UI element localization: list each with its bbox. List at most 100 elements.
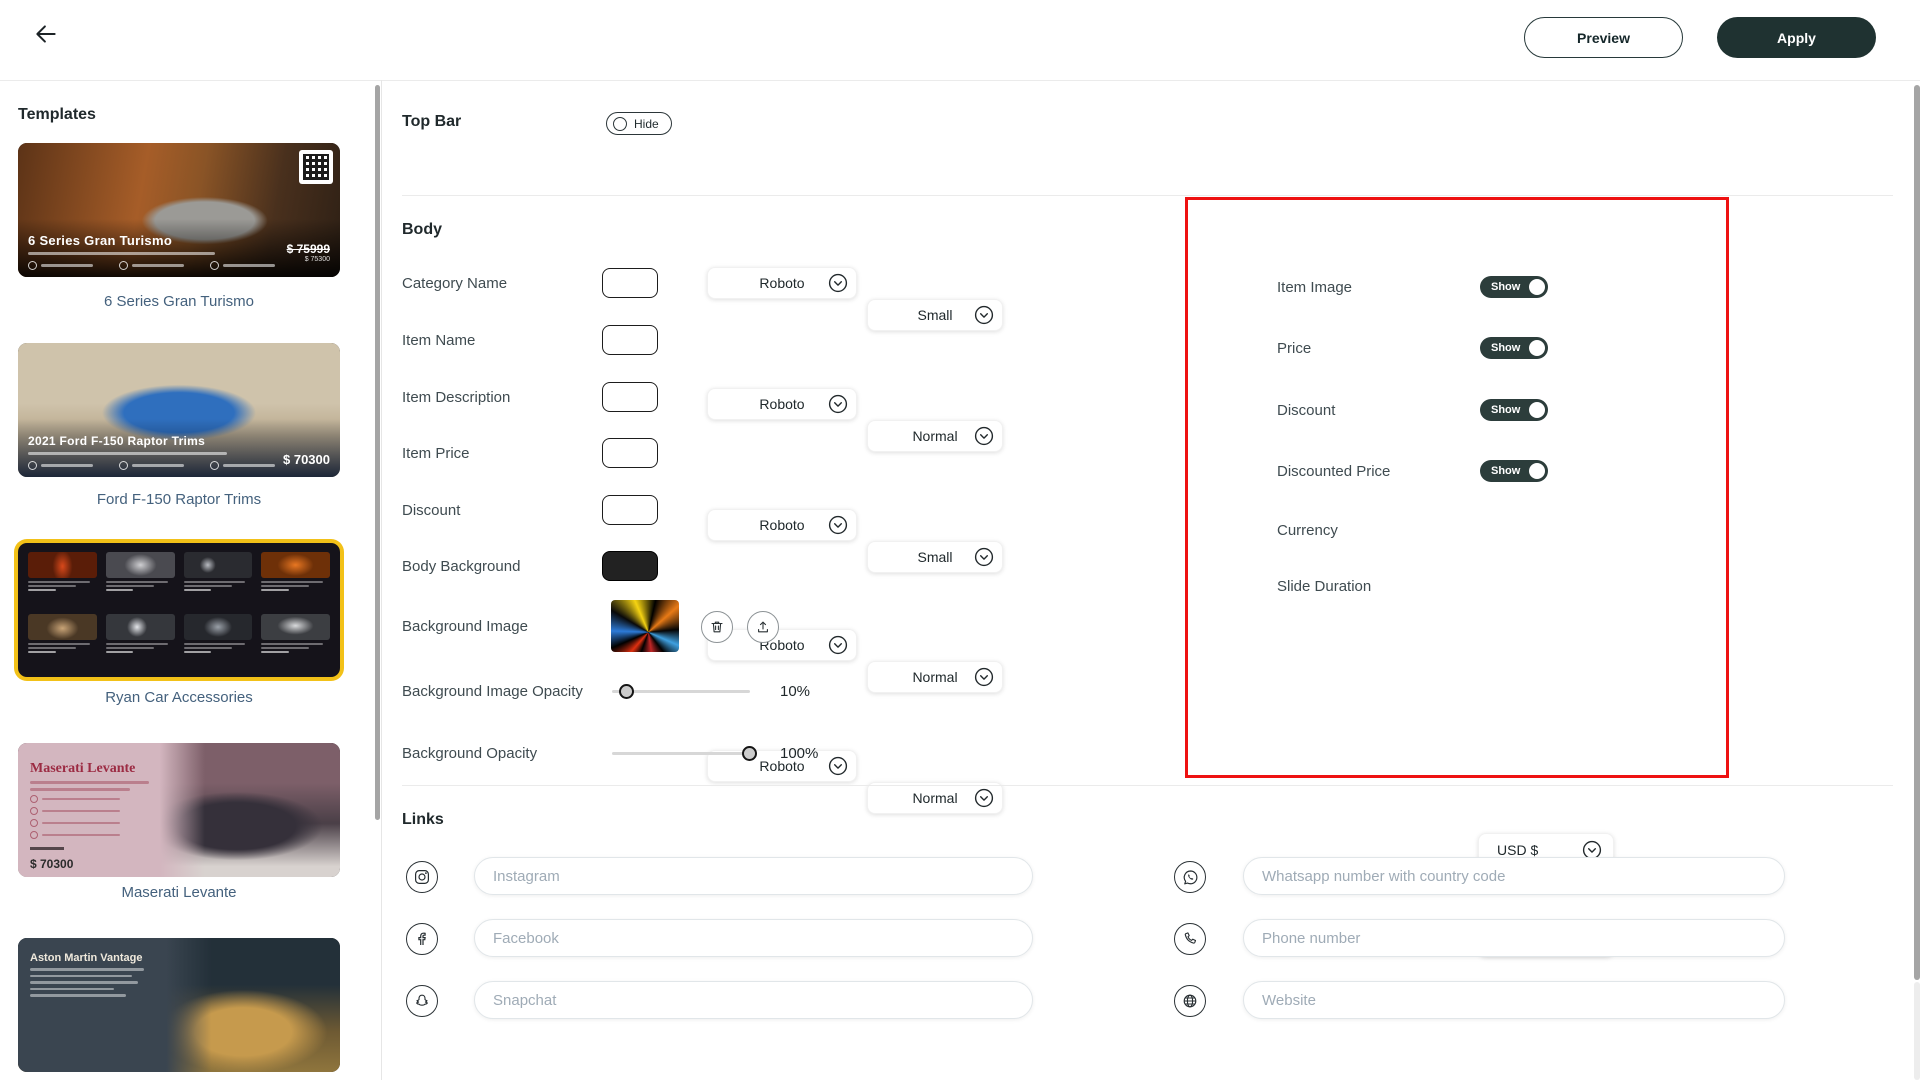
page-scrollbar-track[interactable] bbox=[1914, 982, 1920, 1080]
accessory-cell bbox=[105, 552, 175, 607]
background-image-opacity-slider-track[interactable] bbox=[612, 690, 750, 693]
background-image-label: Background Image bbox=[402, 617, 528, 635]
accessory-cell bbox=[105, 613, 175, 669]
decor-line bbox=[30, 968, 144, 971]
links-heading: Links bbox=[402, 811, 444, 828]
globe-icon bbox=[1174, 985, 1206, 1017]
item-price-font-select[interactable]: Roboto bbox=[707, 629, 857, 661]
header-divider bbox=[0, 80, 1920, 81]
template-card-ford[interactable]: 2021 Ford F-150 Raptor Trims $ 70300 bbox=[18, 343, 340, 477]
background-image-thumbnail[interactable] bbox=[611, 600, 679, 652]
page-scrollbar[interactable] bbox=[1914, 85, 1920, 980]
currency-value: USD $ bbox=[1497, 842, 1539, 858]
decor-line bbox=[132, 464, 184, 467]
item-description-color-swatch[interactable] bbox=[602, 382, 658, 412]
instagram-icon bbox=[406, 861, 438, 893]
facebook-input[interactable] bbox=[474, 919, 1033, 957]
template-card-aston-martin[interactable]: Aston Martin Vantage bbox=[18, 938, 340, 1072]
decor-line bbox=[42, 821, 120, 825]
snapchat-input[interactable] bbox=[474, 981, 1033, 1019]
item-description-size-select[interactable]: Small bbox=[867, 541, 1003, 573]
decor-line bbox=[30, 847, 64, 850]
discount-label: Discount bbox=[402, 501, 461, 519]
chevron-down-icon bbox=[974, 667, 994, 687]
price-show-toggle[interactable]: Show bbox=[1480, 337, 1548, 359]
instagram-input[interactable] bbox=[474, 857, 1033, 895]
category-name-color-swatch[interactable] bbox=[602, 268, 658, 298]
decor-line bbox=[223, 264, 275, 267]
background-opacity-slider-track[interactable] bbox=[612, 752, 750, 755]
discount-size-select[interactable]: Normal bbox=[867, 782, 1003, 814]
template-thumbnail: Aston Martin Vantage bbox=[18, 938, 340, 1072]
template-caption: Ryan Car Accessories bbox=[105, 689, 253, 706]
decor-dot bbox=[30, 807, 38, 815]
font-select-value: Roboto bbox=[759, 758, 805, 774]
whatsapp-icon bbox=[1174, 861, 1206, 893]
card-title: 2021 Ford F-150 Raptor Trims bbox=[28, 434, 206, 448]
item-name-size-select[interactable]: Normal bbox=[867, 420, 1003, 452]
apply-button[interactable]: Apply bbox=[1717, 17, 1876, 58]
website-input[interactable] bbox=[1243, 981, 1785, 1019]
decor-line bbox=[30, 781, 149, 784]
decor-dot bbox=[28, 461, 37, 470]
background-opacity-slider-handle[interactable] bbox=[742, 746, 757, 761]
template-thumbnail: 2021 Ford F-150 Raptor Trims $ 70300 bbox=[18, 343, 340, 477]
item-price-color-swatch[interactable] bbox=[602, 438, 658, 468]
slide-duration-label: Slide Duration bbox=[1277, 577, 1372, 595]
chevron-down-icon bbox=[828, 273, 848, 293]
card-title: 6 Series Gran Turismo bbox=[28, 233, 173, 248]
decor-line bbox=[132, 264, 184, 267]
accessory-cell bbox=[28, 613, 97, 669]
whatsapp-input[interactable] bbox=[1243, 857, 1785, 895]
background-image-opacity-slider-handle[interactable] bbox=[619, 684, 634, 699]
chevron-down-icon bbox=[828, 515, 848, 535]
body-background-color-swatch[interactable] bbox=[602, 551, 658, 581]
template-thumbnail: 6 Series Gran Turismo $ 75999 $ 75300 bbox=[18, 143, 340, 277]
discounted-price-toggle-label: Discounted Price bbox=[1277, 462, 1391, 480]
item-description-font-select[interactable]: Roboto bbox=[707, 509, 857, 541]
currency-label: Currency bbox=[1277, 521, 1338, 539]
card-price: $ 75999 $ 75300 bbox=[286, 242, 330, 263]
toggle-knob-icon bbox=[1529, 402, 1545, 418]
size-select-value: Small bbox=[917, 307, 953, 323]
template-card-maserati[interactable]: Maserati Levante $ 70300 bbox=[18, 743, 340, 877]
category-name-font-select[interactable]: Roboto bbox=[707, 267, 857, 299]
decor-line bbox=[28, 252, 216, 255]
delete-background-image-button[interactable] bbox=[701, 611, 733, 643]
sidebar-scrollbar[interactable] bbox=[375, 85, 380, 820]
template-card-ryan-accessories-selected[interactable] bbox=[18, 543, 340, 677]
chevron-down-icon bbox=[828, 394, 848, 414]
discounted-price-show-toggle[interactable]: Show bbox=[1480, 460, 1548, 482]
background-opacity-value: 100% bbox=[780, 744, 819, 762]
chevron-down-icon bbox=[828, 756, 848, 776]
category-name-label: Category Name bbox=[402, 274, 508, 292]
accessory-cell bbox=[183, 552, 253, 607]
back-button[interactable] bbox=[33, 21, 59, 47]
toggle-knob-icon bbox=[1529, 340, 1545, 356]
discount-font-select[interactable]: Roboto bbox=[707, 750, 857, 782]
section-divider bbox=[402, 195, 1893, 196]
background-image-opacity-label: Background Image Opacity bbox=[402, 682, 583, 700]
discount-color-swatch[interactable] bbox=[602, 495, 658, 525]
template-caption: 6 Series Gran Turismo bbox=[103, 293, 255, 310]
item-name-font-select[interactable]: Roboto bbox=[707, 388, 857, 420]
decor-line bbox=[41, 464, 93, 467]
item-price-label: Item Price bbox=[402, 444, 470, 462]
template-card-6-series[interactable]: 6 Series Gran Turismo $ 75999 $ 75300 bbox=[18, 143, 340, 277]
decor-dot bbox=[210, 261, 219, 270]
item-image-toggle-label: Item Image bbox=[1277, 278, 1353, 296]
discount-show-toggle[interactable]: Show bbox=[1480, 399, 1548, 421]
top-bar-hide-toggle[interactable]: Hide bbox=[606, 112, 672, 135]
category-name-size-select[interactable]: Small bbox=[867, 299, 1003, 331]
upload-background-image-button[interactable] bbox=[747, 611, 779, 643]
preview-button[interactable]: Preview bbox=[1524, 17, 1683, 58]
sidebar-divider bbox=[381, 80, 382, 1080]
decor-line bbox=[42, 833, 120, 837]
size-select-value: Normal bbox=[912, 428, 958, 444]
item-name-color-swatch[interactable] bbox=[602, 325, 658, 355]
price-toggle-label: Price bbox=[1277, 339, 1312, 357]
template-thumbnail: Maserati Levante $ 70300 bbox=[18, 743, 340, 877]
item-price-size-select[interactable]: Normal bbox=[867, 661, 1003, 693]
phone-input[interactable] bbox=[1243, 919, 1785, 957]
item-image-show-toggle[interactable]: Show bbox=[1480, 276, 1548, 298]
